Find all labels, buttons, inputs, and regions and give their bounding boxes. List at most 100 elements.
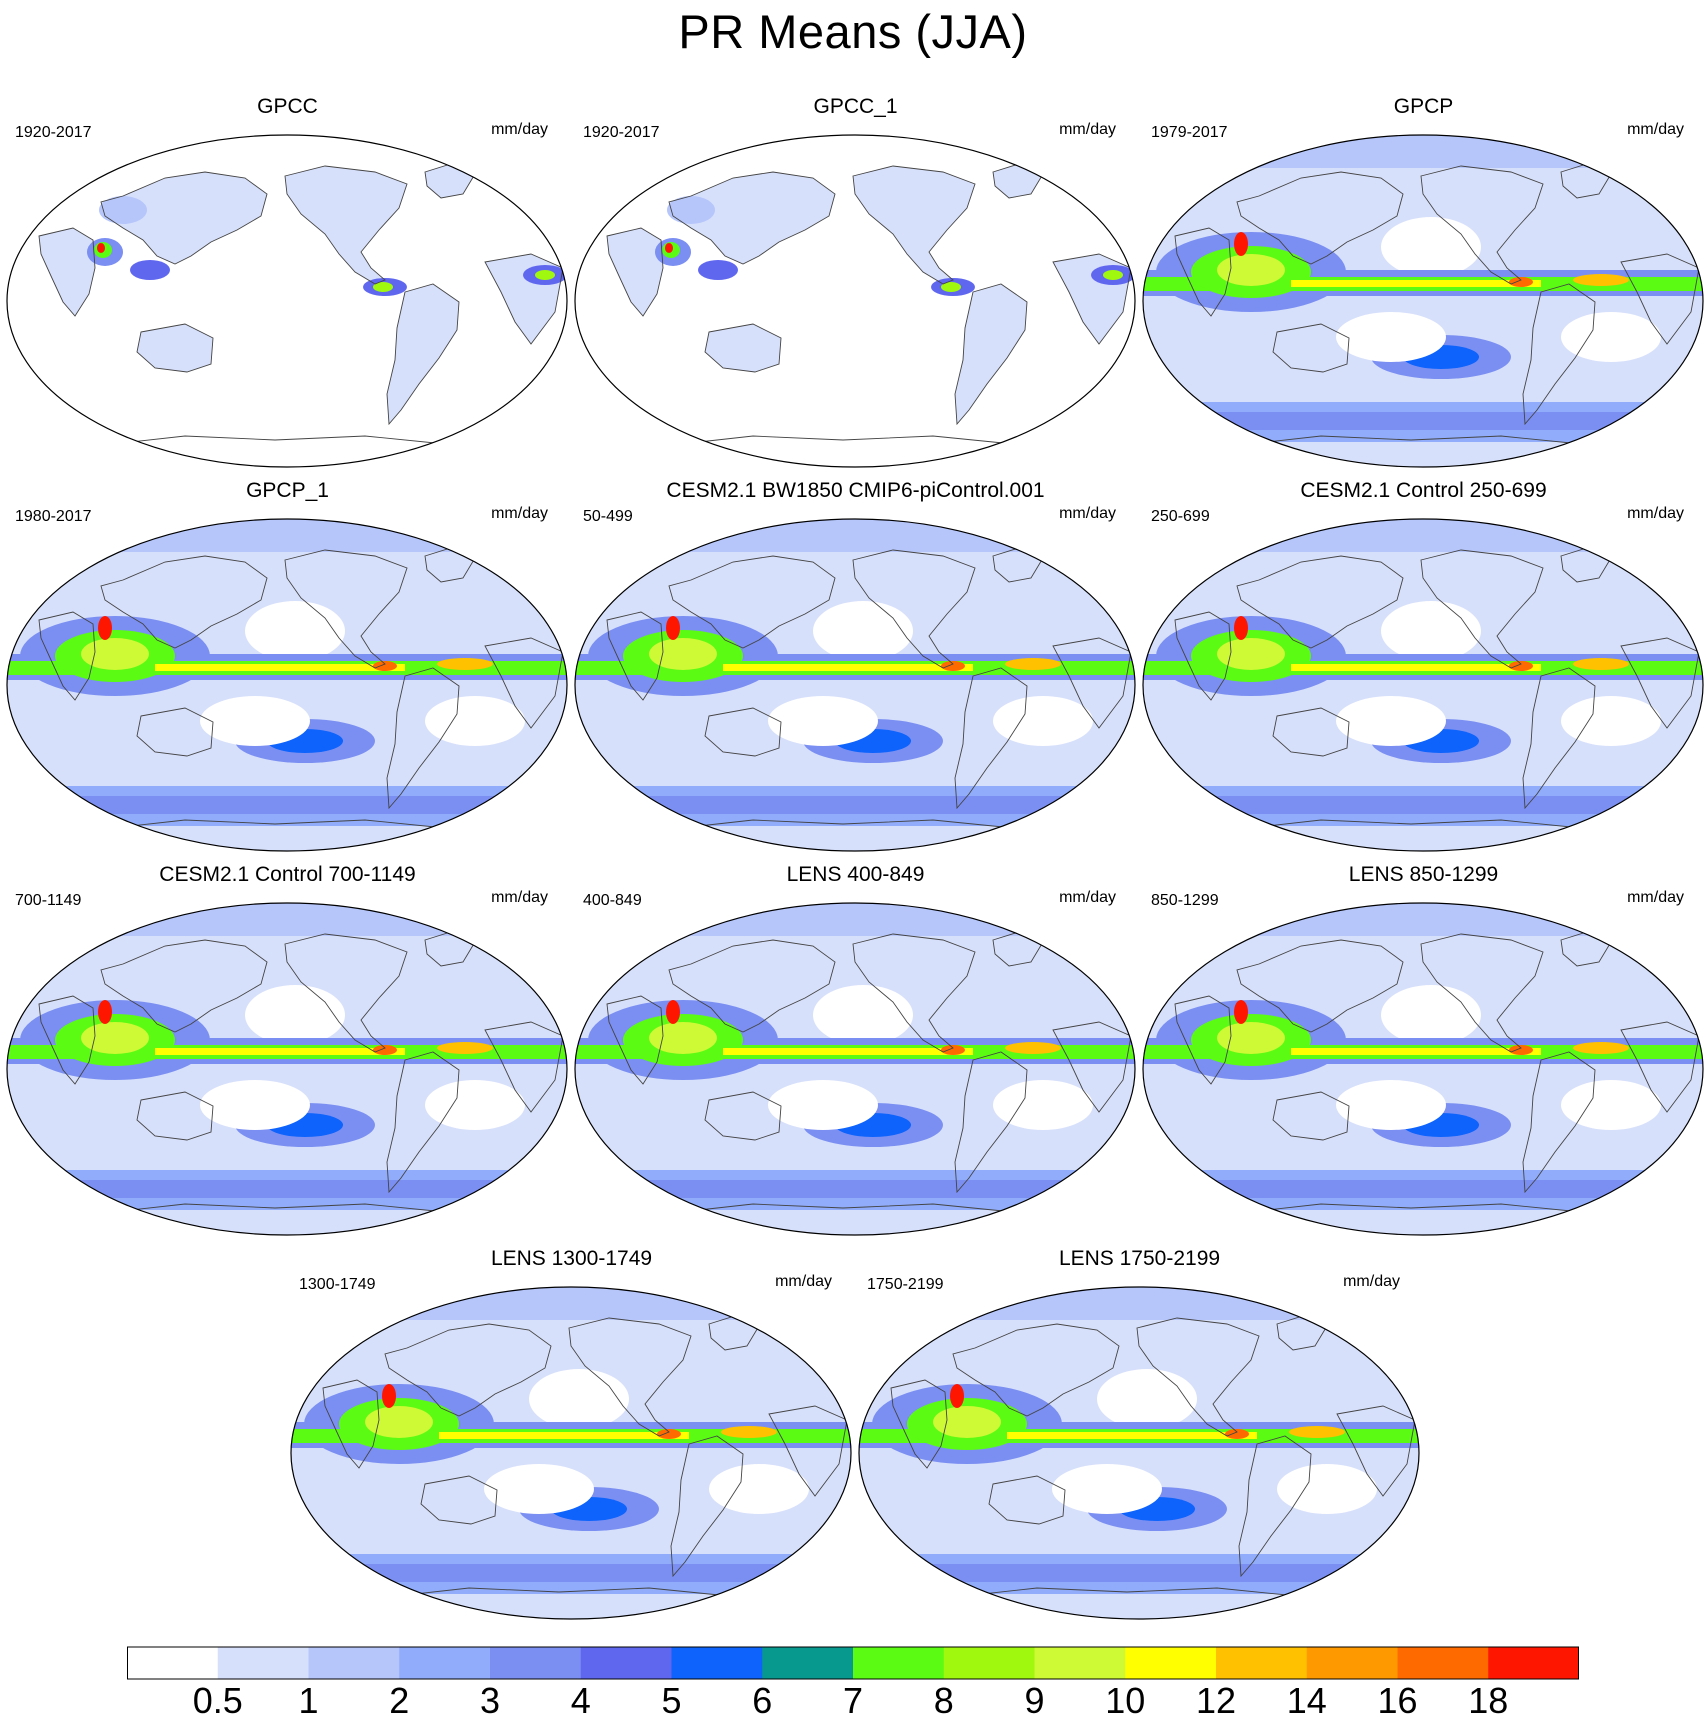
panel-title: GPCP_1 xyxy=(246,479,329,502)
coastline xyxy=(420,1475,498,1525)
precip-contour xyxy=(130,260,170,280)
dry-zone xyxy=(993,1080,1093,1130)
coastline xyxy=(1620,253,1700,345)
land-precip xyxy=(669,172,835,264)
precip-band-arctic xyxy=(7,903,567,936)
panel-units: mm/day xyxy=(1343,1273,1400,1290)
coastline xyxy=(284,933,408,1053)
precip-contour xyxy=(941,282,961,292)
dry-zone xyxy=(1097,1369,1197,1429)
dry-zone xyxy=(1561,696,1661,746)
map-panel-gpcp-1: GPCP_1 1980-2017 mm/day xyxy=(5,479,570,854)
coastline xyxy=(386,1051,460,1194)
precip-band-southern xyxy=(7,1180,567,1198)
map-border xyxy=(6,518,568,852)
colorbar-swatch xyxy=(1306,1647,1398,1679)
precip-contour xyxy=(665,243,673,253)
coastline xyxy=(606,995,664,1085)
coastline xyxy=(1272,707,1350,757)
land-precip xyxy=(285,166,407,284)
precip-contour xyxy=(1573,658,1629,670)
precip-band-arctic xyxy=(291,1287,851,1320)
coastline xyxy=(852,549,976,669)
colorbar-tick-label: 3 xyxy=(479,1680,501,1721)
colorbar-tick-label: 8 xyxy=(933,1680,954,1721)
precip-band-southern xyxy=(291,1564,851,1582)
coastline xyxy=(322,1379,380,1469)
precip-contour xyxy=(1509,277,1533,287)
panel-units: mm/day xyxy=(491,889,548,906)
precip-band-arctic xyxy=(7,519,567,552)
panel-title: LENS 850-1299 xyxy=(1348,863,1499,886)
dry-zone xyxy=(1381,985,1481,1045)
coastline xyxy=(1522,1051,1596,1194)
precip-contour xyxy=(1289,1426,1345,1438)
coastline xyxy=(1174,995,1232,1085)
panel-units: mm/day xyxy=(491,505,548,522)
colorbar-tick-label: 0.5 xyxy=(192,1680,243,1721)
land-precip xyxy=(39,228,95,316)
dry-zone xyxy=(245,985,345,1045)
figure-title: PR Means (JJA) xyxy=(678,5,1028,58)
map-border xyxy=(574,134,1136,468)
coastline xyxy=(1522,283,1596,426)
itcz-core xyxy=(723,1048,973,1055)
coastline xyxy=(1272,1091,1350,1141)
coastline xyxy=(1174,227,1232,317)
colorbar-labels: 0.5 1 2 3 4 5 6 7 8 9 10 12 14 16 18 xyxy=(0,1680,1706,1727)
coastline xyxy=(606,611,664,701)
dry-zone xyxy=(1336,312,1446,362)
precip-contour xyxy=(666,1000,680,1024)
precip-map xyxy=(6,518,568,852)
panel-title: CESM2.1 Control 250-699 xyxy=(1300,479,1547,502)
precip-map xyxy=(574,902,1136,1236)
coastline xyxy=(386,283,460,426)
precip-contour xyxy=(1103,270,1123,280)
coastline xyxy=(1052,1021,1132,1113)
map-border xyxy=(6,902,568,1236)
coastline xyxy=(704,323,782,373)
panel-title: LENS 400-849 xyxy=(786,863,925,886)
dry-zone xyxy=(484,1464,594,1514)
panel-period: 850-1299 xyxy=(1151,892,1219,909)
precip-contour xyxy=(941,661,965,671)
precip-band-southern xyxy=(1143,1180,1703,1198)
coastline xyxy=(668,171,836,265)
dry-zone xyxy=(425,696,525,746)
itcz-core xyxy=(723,664,973,671)
map-panel-gpcc: GPCC 1920-2017 mm/day xyxy=(5,95,570,470)
coastline xyxy=(670,1435,744,1578)
precip-band-southern xyxy=(575,1180,1135,1198)
dry-zone xyxy=(1052,1464,1162,1514)
colorbar-swatch xyxy=(943,1647,1035,1679)
coastline xyxy=(38,995,96,1085)
precip-contour xyxy=(1234,232,1248,256)
panel-period: 1980-2017 xyxy=(15,508,92,525)
panel-units: mm/day xyxy=(1059,505,1116,522)
precip-contour xyxy=(437,658,493,670)
panel-units: mm/day xyxy=(1627,505,1684,522)
precip-band-arctic xyxy=(1143,135,1703,168)
panel-units: mm/day xyxy=(1627,889,1684,906)
colorbar-tick-label: 2 xyxy=(389,1680,410,1721)
coastline xyxy=(1238,1435,1312,1578)
dry-zone xyxy=(1277,1464,1377,1514)
precip-map xyxy=(574,518,1136,852)
panel-units: mm/day xyxy=(1059,889,1116,906)
precip-contour xyxy=(1217,254,1285,286)
panel-title: CESM2.1 Control 700-1149 xyxy=(159,863,416,886)
coastline xyxy=(136,1091,214,1141)
precip-contour xyxy=(1234,1000,1248,1024)
precip-band-southern xyxy=(1143,412,1703,430)
itcz-core xyxy=(1291,1048,1541,1055)
precip-map xyxy=(574,134,1136,468)
coastline xyxy=(668,939,836,1033)
dry-zone xyxy=(768,696,878,746)
coastline xyxy=(1052,637,1132,729)
colorbar-tick-label: 12 xyxy=(1195,1680,1237,1721)
coastline xyxy=(852,165,976,285)
coastline xyxy=(1052,253,1132,345)
map-panel-gpcc-1: GPCC_1 1920-2017 mm/day xyxy=(573,95,1138,470)
coastline xyxy=(100,555,268,649)
coastline xyxy=(668,555,836,649)
